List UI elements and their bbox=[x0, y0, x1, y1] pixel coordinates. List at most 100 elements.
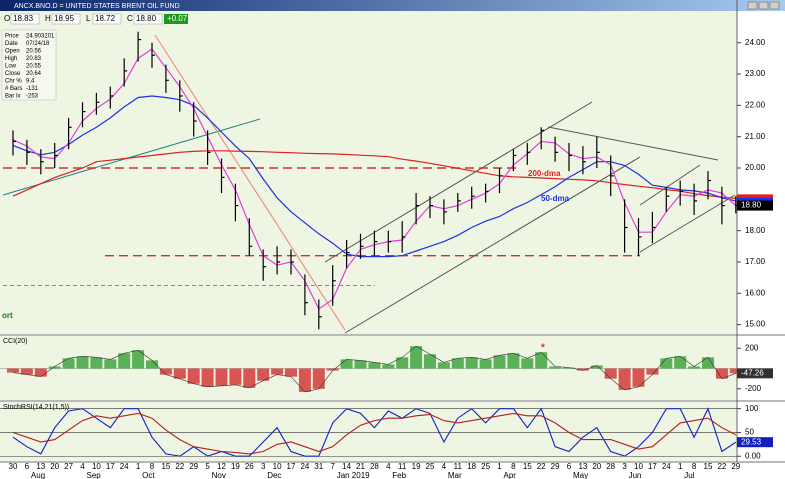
cci-bar bbox=[549, 366, 562, 369]
cci-bar bbox=[76, 356, 89, 369]
y-tick-label: 18.00 bbox=[745, 226, 766, 235]
cci-bar bbox=[104, 359, 117, 369]
month-label: Apr bbox=[504, 471, 517, 479]
x-tick-label: 10 bbox=[273, 462, 282, 471]
cci-bar bbox=[660, 358, 673, 369]
trend-line bbox=[547, 126, 719, 161]
panel-title: CCI(20) bbox=[3, 338, 28, 345]
side-note: ort bbox=[2, 311, 13, 320]
month-label: Jul bbox=[684, 471, 694, 479]
cci-bar bbox=[257, 368, 270, 381]
info-value: 20.64 bbox=[26, 71, 42, 77]
x-tick-label: 15 bbox=[161, 462, 170, 471]
ohlc-readout: O 18.83 H 18.95 L 18.72 C 18.80 +0.07 bbox=[4, 13, 188, 25]
x-tick-label: 12 bbox=[217, 462, 226, 471]
last-value-box bbox=[737, 437, 773, 448]
close-button[interactable] bbox=[769, 1, 780, 10]
x-tick-label: 1 bbox=[678, 462, 683, 471]
cci-bar bbox=[563, 367, 575, 369]
cci-bar bbox=[590, 365, 603, 369]
x-tick-label: 22 bbox=[537, 462, 546, 471]
y-tick-label: 50 bbox=[745, 428, 754, 437]
moving-average bbox=[12, 95, 736, 258]
info-label: Date bbox=[5, 41, 18, 47]
stoch-line bbox=[12, 412, 737, 455]
x-tick-label: 19 bbox=[231, 462, 240, 471]
trend-lines bbox=[2, 34, 736, 334]
cci-bar bbox=[368, 362, 381, 369]
info-label: Open bbox=[5, 49, 20, 55]
x-tick-label: 8 bbox=[692, 462, 697, 471]
info-value: 24.903201 bbox=[26, 34, 55, 40]
maximize-button[interactable] bbox=[758, 1, 769, 10]
x-tick-label: 6 bbox=[567, 462, 572, 471]
cci-bar bbox=[424, 354, 436, 369]
readout-box bbox=[92, 13, 122, 25]
cci-bar bbox=[340, 359, 353, 369]
readout-box bbox=[10, 13, 40, 25]
x-tick-label: 24 bbox=[300, 462, 309, 471]
high-label: H bbox=[45, 14, 51, 23]
x-tick-label: 30 bbox=[9, 462, 18, 471]
x-tick-label: 28 bbox=[370, 462, 379, 471]
cci-bar bbox=[410, 346, 423, 369]
info-label: Bar Ix bbox=[5, 94, 21, 100]
x-tick-label: 4 bbox=[442, 462, 447, 471]
open-value: 18.83 bbox=[13, 14, 34, 23]
cci-bar bbox=[326, 368, 339, 371]
close-label: C bbox=[127, 14, 133, 23]
month-label: Sep bbox=[87, 471, 102, 479]
month-label: Mar bbox=[448, 471, 462, 479]
info-label: Low bbox=[5, 64, 17, 70]
x-tick-label: 24 bbox=[662, 462, 671, 471]
month-label: Aug bbox=[31, 471, 45, 479]
x-tick-label: 22 bbox=[717, 462, 726, 471]
minimize-button[interactable] bbox=[747, 1, 758, 10]
cci-bar bbox=[604, 368, 617, 379]
x-tick-label: 13 bbox=[578, 462, 587, 471]
x-tick-label: 10 bbox=[92, 462, 101, 471]
x-tick-label: 27 bbox=[64, 462, 73, 471]
info-value: 20.83 bbox=[26, 56, 42, 62]
info-label: Chr % bbox=[5, 79, 22, 85]
x-tick-label: 29 bbox=[189, 462, 198, 471]
month-label: Oct bbox=[142, 471, 155, 479]
cci-bar bbox=[632, 368, 645, 387]
cci-bar bbox=[354, 360, 367, 369]
x-tick-label: 1 bbox=[497, 462, 502, 471]
y-tick-label: 15.00 bbox=[745, 320, 766, 329]
cci-bar bbox=[576, 368, 589, 371]
x-tick-label: 15 bbox=[523, 462, 532, 471]
x-tick-label: 18 bbox=[467, 462, 476, 471]
cci-bar bbox=[20, 368, 33, 375]
x-tick-label: 28 bbox=[606, 462, 615, 471]
cci-bar bbox=[229, 368, 242, 385]
cci-bar bbox=[62, 358, 75, 369]
x-tick-label: 17 bbox=[106, 462, 115, 471]
y-tick-label: 16.00 bbox=[745, 288, 766, 297]
price-panel bbox=[0, 0, 737, 334]
x-tick-label: 29 bbox=[731, 462, 740, 471]
ma-label: 200-dma bbox=[528, 169, 561, 178]
y-tick-label: 24.00 bbox=[745, 38, 766, 47]
cci-bar bbox=[521, 358, 534, 369]
cci-bar bbox=[215, 368, 228, 386]
cci-bar bbox=[201, 368, 214, 387]
cci-bar bbox=[688, 366, 701, 369]
x-tick-label: 4 bbox=[80, 462, 85, 471]
y-tick-label: 22.00 bbox=[745, 100, 766, 109]
x-tick-label: 10 bbox=[634, 462, 643, 471]
moving-average bbox=[12, 150, 736, 199]
cci-bar bbox=[493, 355, 506, 369]
info-value: 20.56 bbox=[26, 49, 42, 55]
info-value: 9.4 bbox=[26, 79, 35, 85]
x-tick-label: 13 bbox=[36, 462, 45, 471]
x-tick-label: 24 bbox=[120, 462, 129, 471]
ma-last-box bbox=[737, 194, 773, 202]
cci-bar bbox=[7, 368, 19, 373]
x-tick-label: 1 bbox=[136, 462, 141, 471]
x-tick-label: 11 bbox=[454, 462, 463, 471]
y-tick-label: 17.00 bbox=[745, 257, 766, 266]
x-tick-label: 20 bbox=[592, 462, 601, 471]
